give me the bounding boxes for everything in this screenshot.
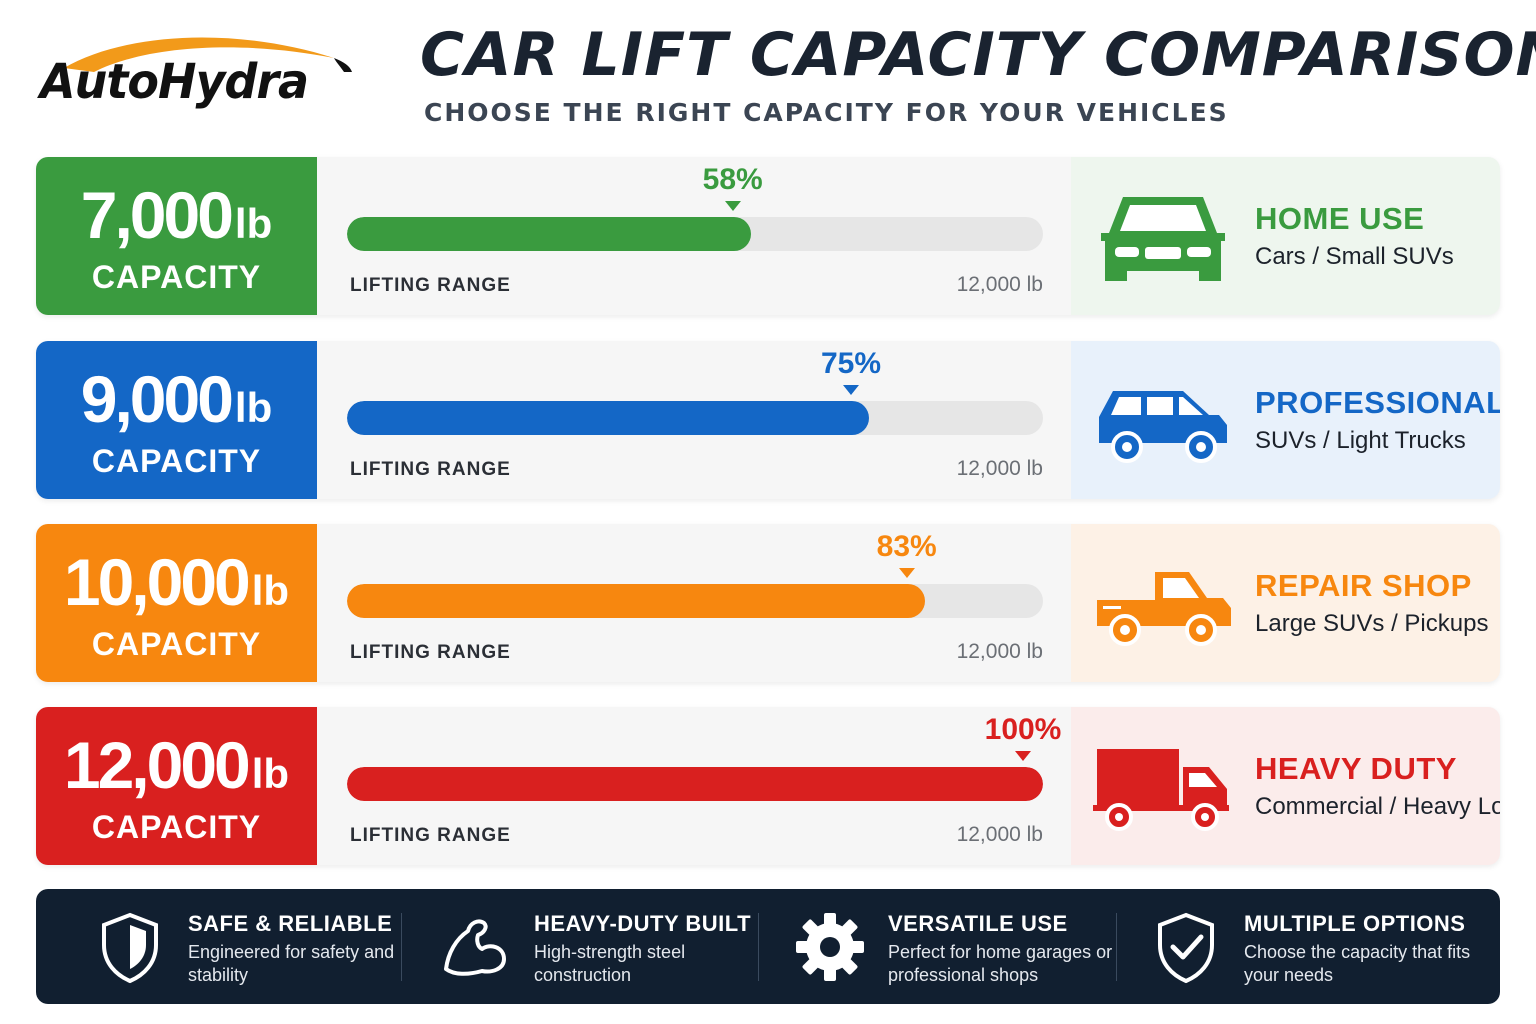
brand-logo: AutoHydra xyxy=(34,28,364,118)
capacity-badge: 10,000lb CAPACITY xyxy=(36,524,317,682)
percent-label: 75% xyxy=(820,347,882,380)
lifting-range-panel: 83% LIFTING RANGE 12,000 lb xyxy=(317,524,1071,682)
feature-item: SAFE & RELIABLE Engineered for safety an… xyxy=(92,889,394,1004)
percent-label: 83% xyxy=(876,530,937,563)
use-title: REPAIR SHOP xyxy=(1255,568,1472,603)
suv-icon xyxy=(1099,391,1227,463)
use-title: HEAVY DUTY xyxy=(1255,751,1457,786)
gear-icon xyxy=(796,913,864,981)
percent-pointer-icon xyxy=(843,385,859,395)
use-panel: REPAIR SHOP Large SUVs / Pickups xyxy=(1071,524,1500,682)
capacity-value: 7,000lb xyxy=(80,178,273,252)
capacity-row: 10,000lb CAPACITY 83% LIFTING RANGE 12,0… xyxy=(36,524,1500,682)
shield-check-icon xyxy=(1158,912,1214,984)
feature-desc: High-strength steel construction xyxy=(534,942,686,985)
feature-desc: Choose the capacity that fits your needs xyxy=(1244,942,1471,985)
use-panel: HOME USE Cars / Small SUVs xyxy=(1071,157,1500,315)
range-label: LIFTING RANGE xyxy=(350,825,511,846)
capacity-badge: 7,000lb CAPACITY xyxy=(36,157,317,315)
range-max: 12,000 lb xyxy=(956,273,1043,296)
box-truck-icon xyxy=(1093,749,1229,831)
feature-title: SAFE & RELIABLE xyxy=(188,911,393,936)
divider xyxy=(758,913,759,981)
range-max: 12,000 lb xyxy=(956,457,1043,480)
percent-pointer-icon xyxy=(1015,751,1031,761)
lifting-range-panel: 75% LIFTING RANGE 12,000 lb xyxy=(317,341,1071,499)
shield-icon xyxy=(102,912,158,984)
use-panel: PROFESSIONAL SUVs / Light Trucks xyxy=(1071,341,1500,499)
features-footer: SAFE & RELIABLE Engineered for safety an… xyxy=(36,889,1500,1004)
bar-track xyxy=(347,584,1043,618)
capacity-value: 10,000lb xyxy=(63,545,290,619)
range-label: LIFTING RANGE xyxy=(350,459,511,480)
bar-track xyxy=(347,217,1043,251)
capacity-unit: lb xyxy=(234,384,273,431)
capacity-badge: 12,000lb CAPACITY xyxy=(36,707,317,865)
capacity-label: CAPACITY xyxy=(91,259,262,295)
feature-item: HEAVY-DUTY BUILT High-strength steel con… xyxy=(438,889,758,1004)
percent-pointer-icon xyxy=(724,201,741,211)
use-subtitle: Large SUVs / Pickups xyxy=(1255,610,1489,637)
capacity-unit: lb xyxy=(251,750,290,797)
use-title: HOME USE xyxy=(1255,201,1425,236)
capacity-label: CAPACITY xyxy=(91,809,262,845)
capacity-badge: 9,000lb CAPACITY xyxy=(36,341,317,499)
pickup-truck-icon xyxy=(1097,572,1231,646)
use-title: PROFESSIONAL xyxy=(1255,385,1500,420)
capacity-unit: lb xyxy=(234,200,273,247)
car-icon xyxy=(1101,197,1225,281)
feature-item: MULTIPLE OPTIONS Choose the capacity tha… xyxy=(1148,889,1470,1004)
feature-title: MULTIPLE OPTIONS xyxy=(1244,911,1466,936)
capacity-row: 7,000lb CAPACITY 58% LIFTING RANGE 12,00… xyxy=(36,157,1500,315)
capacity-value: 9,000lb xyxy=(80,362,273,436)
logo-swoosh-icon xyxy=(64,37,352,72)
bar-track xyxy=(347,401,1043,435)
feature-desc: Perfect for home garages or professional… xyxy=(888,942,1113,985)
feature-title: HEAVY-DUTY BUILT xyxy=(534,911,752,936)
use-subtitle: Cars / Small SUVs xyxy=(1255,243,1454,270)
bar-fill xyxy=(347,584,925,618)
use-subtitle: Commercial / Heavy Loads xyxy=(1255,793,1500,820)
capacity-unit: lb xyxy=(251,567,290,614)
capacity-row: 9,000lb CAPACITY 75% LIFTING RANGE 12,00… xyxy=(36,341,1500,499)
capacity-label: CAPACITY xyxy=(91,626,262,662)
bar-track xyxy=(347,767,1043,801)
page-subtitle: CHOOSE THE RIGHT CAPACITY FOR YOUR VEHIC… xyxy=(424,98,1229,127)
brand-name: AutoHydra xyxy=(40,52,309,110)
page-title: CAR LIFT CAPACITY COMPARISON xyxy=(420,20,1536,90)
feature-desc: Engineered for safety and stability xyxy=(188,942,395,985)
divider xyxy=(401,913,402,981)
capacity-value: 12,000lb xyxy=(63,728,290,802)
range-label: LIFTING RANGE xyxy=(350,642,511,663)
lifting-range-panel: 100% LIFTING RANGE 12,000 lb xyxy=(317,707,1071,865)
bar-fill xyxy=(347,401,869,435)
capacity-label: CAPACITY xyxy=(91,443,262,479)
percent-label: 58% xyxy=(702,163,763,196)
use-subtitle: SUVs / Light Trucks xyxy=(1255,427,1466,454)
capacity-row: 12,000lb CAPACITY 100% LIFTING RANGE 12,… xyxy=(36,707,1500,865)
divider xyxy=(1116,913,1117,981)
flexed-arm-icon xyxy=(444,919,506,976)
percent-pointer-icon xyxy=(898,568,915,578)
use-panel: HEAVY DUTY Commercial / Heavy Loads xyxy=(1071,707,1500,865)
bar-fill xyxy=(347,217,751,251)
bar-fill xyxy=(347,767,1043,801)
lifting-range-panel: 58% LIFTING RANGE 12,000 lb xyxy=(317,157,1071,315)
percent-label: 100% xyxy=(984,713,1062,746)
feature-item: VERSATILE USE Perfect for home garages o… xyxy=(792,889,1122,1004)
range-max: 12,000 lb xyxy=(956,640,1043,663)
range-max: 12,000 lb xyxy=(956,823,1043,846)
range-label: LIFTING RANGE xyxy=(350,275,511,296)
feature-title: VERSATILE USE xyxy=(888,911,1068,936)
